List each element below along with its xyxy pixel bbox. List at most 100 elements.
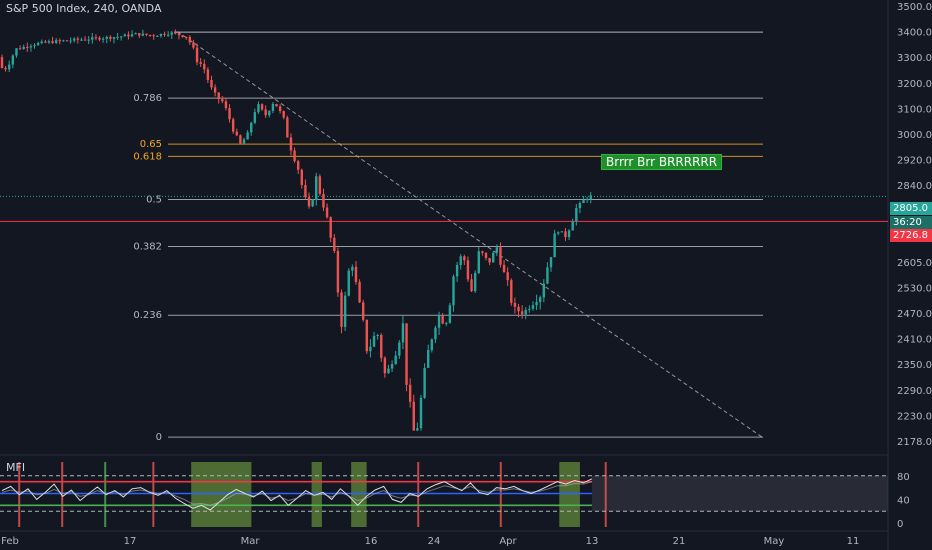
candle-body (181, 35, 184, 37)
candle-body (235, 131, 238, 136)
candle-body (293, 150, 296, 162)
candle-body (347, 270, 350, 296)
mfi-y-tick-label: 40 (897, 495, 910, 506)
candle-body (264, 109, 267, 116)
candle-body (231, 119, 235, 132)
candle-body (257, 104, 260, 113)
candle-body (564, 231, 567, 238)
candle-body (387, 368, 390, 374)
candle-body (123, 34, 127, 37)
last-price-tag: 2805.0 (890, 202, 932, 215)
candle-body (80, 39, 83, 41)
candle-body (538, 297, 542, 303)
candle-body (560, 231, 564, 233)
x-tick-label: Feb (1, 536, 19, 547)
candle-body (557, 232, 560, 234)
candle-body (437, 315, 441, 328)
candle-body (213, 87, 217, 93)
candle-body (412, 401, 415, 431)
fib-level-label: 0.618 (133, 151, 162, 162)
candle-body (98, 37, 101, 40)
candle-body (199, 62, 202, 64)
y-tick-label: 3300.0 (897, 53, 932, 64)
candle-body (87, 39, 90, 41)
candle-body (582, 200, 585, 204)
candle-body (152, 35, 155, 37)
candle-body (166, 34, 170, 36)
x-tick-label: May (764, 536, 785, 547)
y-tick-label: 2920.0 (897, 156, 932, 167)
fib-level-label: 0.5 (146, 195, 162, 206)
candle-body (242, 139, 246, 144)
y-tick-label: 3000.0 (897, 130, 932, 141)
mfi-y-tick-label: 80 (897, 472, 910, 483)
candle-body (517, 306, 520, 312)
x-tick-label: Apr (499, 536, 517, 547)
y-tick-label: 2178.0 (897, 437, 932, 448)
candle-body (286, 117, 289, 138)
candle-body (484, 252, 488, 258)
candle-body (94, 37, 98, 39)
candle-body (315, 176, 318, 201)
candle-body (170, 32, 173, 35)
candle-body (549, 257, 553, 268)
candle-body (109, 36, 112, 39)
candle-body (304, 184, 307, 198)
candle-body (145, 33, 148, 35)
candle-body (148, 34, 152, 36)
chart-annotation[interactable]: Brrrr Brr BRRRRRR (601, 154, 723, 170)
candle-body (101, 38, 105, 40)
candle-body (51, 41, 54, 43)
candle-body (506, 272, 509, 281)
candle-body (502, 264, 506, 273)
mfi-highlight-zone (351, 462, 367, 527)
fib-level-label: 0.382 (133, 242, 162, 253)
candle-body (138, 33, 141, 36)
candle-body (322, 193, 325, 208)
candle-body (401, 323, 405, 343)
candle-body (524, 309, 527, 315)
candle-body (585, 198, 589, 201)
candle-body (250, 122, 253, 133)
y-tick-label: 2470.0 (897, 309, 932, 320)
candle-body (159, 33, 163, 36)
candle-body (289, 137, 293, 151)
mfi-label: MFI (6, 461, 26, 474)
candle-body (427, 350, 430, 368)
candle-body (33, 45, 36, 47)
y-tick-label: 2290.0 (897, 386, 932, 397)
candle-body (300, 169, 303, 185)
candle-body (29, 46, 33, 48)
fib-level-label: 0 (156, 432, 162, 443)
y-tick-label: 2350.0 (897, 360, 932, 371)
candle-body (473, 272, 477, 292)
candle-body (311, 200, 314, 207)
candle-body (463, 256, 466, 261)
candle-body (578, 203, 582, 209)
trendline (177, 31, 763, 438)
candle-body (441, 315, 444, 324)
candle-body (206, 69, 210, 80)
candle-body (510, 280, 513, 303)
mfi-future-region (591, 475, 888, 512)
y-tick-label: 2840.0 (897, 181, 932, 192)
candle-body (188, 37, 192, 43)
candle-body (477, 251, 480, 273)
candle-body (177, 33, 181, 36)
candle-body (15, 48, 18, 56)
candle-body (329, 217, 332, 238)
y-tick-label: 3500.0 (897, 2, 932, 13)
mfi-highlight-zone (191, 462, 252, 527)
candle-body (430, 339, 434, 351)
mfi-pane (0, 462, 888, 527)
candle-body (130, 34, 134, 37)
candle-body (224, 101, 228, 109)
y-tick-label: 3100.0 (897, 104, 932, 115)
candle-body (445, 322, 448, 324)
x-tick-label: 13 (586, 536, 599, 547)
candle-body (127, 34, 130, 37)
candle-body (452, 276, 455, 306)
candle-body (408, 384, 412, 402)
candle-body (47, 41, 51, 43)
candle-body (358, 281, 361, 303)
